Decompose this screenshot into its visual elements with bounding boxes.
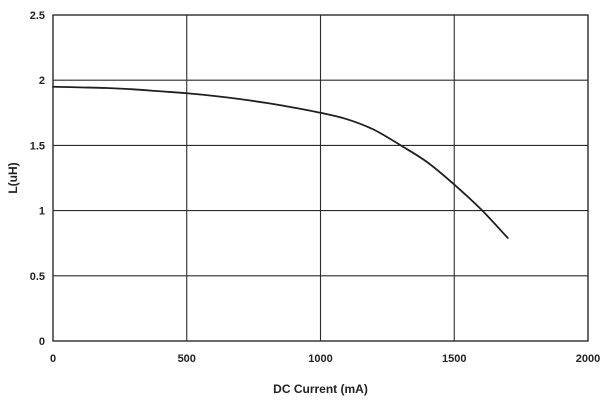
x-tick-label: 1000 — [308, 353, 332, 365]
x-tick-label: 0 — [50, 353, 56, 365]
y-tick-label: 1 — [39, 206, 45, 218]
y-tick-label: 2 — [39, 75, 45, 87]
x-axis-title: DC Current (mA) — [273, 382, 368, 396]
x-tick-label: 2000 — [576, 353, 600, 365]
y-tick-label: 0.5 — [30, 271, 45, 283]
plot-frame — [52, 14, 589, 342]
series-layer — [52, 85, 509, 239]
y-axis-title: L(uH) — [6, 162, 20, 193]
y-axis-ticks: 0 0.5 1 1.5 2 2.5 — [30, 10, 45, 348]
x-tick-label: 1500 — [442, 353, 466, 365]
grid-lines — [52, 14, 589, 342]
x-tick-label: 500 — [178, 353, 196, 365]
y-tick-label: 0 — [39, 336, 45, 348]
y-tick-label: 1.5 — [30, 140, 45, 152]
x-axis-ticks: 0 500 1000 1500 2000 — [50, 353, 600, 365]
y-tick-label: 2.5 — [30, 10, 45, 22]
inductance-curve — [52, 85, 509, 239]
